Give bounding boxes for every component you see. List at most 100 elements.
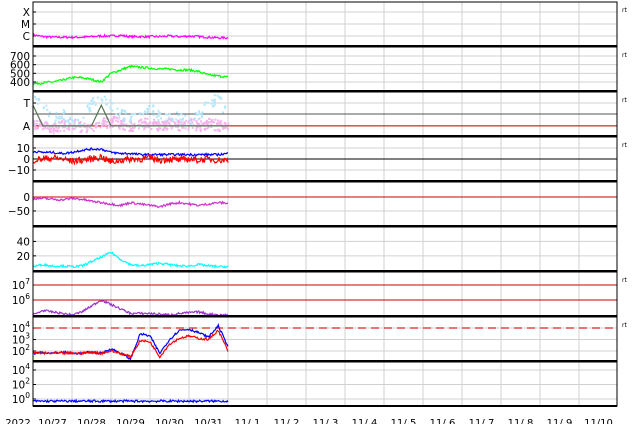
data-point bbox=[204, 127, 207, 130]
data-point bbox=[101, 122, 104, 125]
data-point bbox=[66, 127, 69, 130]
data-point bbox=[157, 118, 160, 121]
data-point bbox=[48, 128, 51, 131]
data-point bbox=[169, 118, 172, 121]
data-point bbox=[191, 121, 194, 124]
data-point bbox=[132, 113, 135, 116]
data-point bbox=[57, 120, 60, 123]
data-point bbox=[111, 109, 114, 112]
data-point bbox=[199, 120, 202, 123]
data-point bbox=[143, 125, 146, 128]
y-tick-label: M bbox=[21, 19, 30, 31]
data-point bbox=[105, 117, 108, 120]
data-point bbox=[210, 119, 213, 122]
data-point bbox=[123, 124, 126, 127]
data-point bbox=[201, 122, 204, 125]
data-point bbox=[60, 117, 63, 120]
data-point bbox=[62, 109, 65, 112]
data-point bbox=[43, 126, 46, 129]
data-point bbox=[157, 122, 160, 125]
data-point bbox=[187, 126, 190, 129]
data-point bbox=[44, 121, 47, 124]
data-point bbox=[103, 120, 106, 123]
data-point bbox=[165, 119, 168, 122]
data-point bbox=[63, 118, 66, 121]
data-point bbox=[128, 125, 131, 128]
data-point bbox=[53, 127, 56, 130]
x-tick-label: 11/ 8 bbox=[508, 418, 534, 424]
data-point bbox=[50, 127, 53, 130]
data-point bbox=[166, 113, 169, 116]
data-point bbox=[224, 106, 227, 109]
data-point bbox=[187, 121, 190, 124]
data-point bbox=[69, 118, 72, 121]
data-point bbox=[166, 119, 169, 122]
data-point bbox=[90, 99, 93, 102]
data-point bbox=[38, 97, 41, 100]
data-point bbox=[105, 98, 108, 101]
x-tick-label: 10/30 bbox=[155, 418, 184, 424]
panel-frame bbox=[32, 181, 618, 227]
data-point bbox=[92, 129, 95, 132]
data-point bbox=[68, 122, 71, 125]
data-point bbox=[148, 123, 151, 126]
data-point bbox=[102, 123, 105, 126]
data-point bbox=[183, 123, 186, 126]
data-point bbox=[111, 124, 114, 127]
data-point bbox=[191, 126, 194, 129]
data-point bbox=[146, 107, 149, 110]
x-tick-label: 11/ 3 bbox=[313, 418, 339, 424]
data-point bbox=[176, 124, 179, 127]
data-point bbox=[170, 127, 173, 130]
data-point bbox=[86, 105, 89, 108]
data-point bbox=[46, 123, 49, 126]
data-point bbox=[157, 112, 160, 115]
data-point bbox=[151, 122, 154, 125]
series-line-1 bbox=[32, 196, 229, 209]
data-point bbox=[184, 114, 187, 117]
data-point bbox=[36, 127, 39, 130]
data-point bbox=[55, 126, 58, 129]
data-point bbox=[162, 127, 165, 130]
data-point bbox=[55, 130, 58, 133]
data-point bbox=[41, 128, 44, 131]
data-point bbox=[145, 122, 148, 125]
data-point bbox=[73, 122, 76, 125]
data-point bbox=[164, 122, 167, 125]
data-point bbox=[133, 123, 136, 126]
data-point bbox=[171, 118, 174, 121]
data-point bbox=[33, 122, 36, 125]
data-point bbox=[172, 120, 175, 123]
data-point bbox=[111, 125, 114, 128]
data-point bbox=[143, 128, 146, 131]
data-point bbox=[57, 117, 60, 120]
data-point bbox=[47, 127, 50, 130]
data-point bbox=[68, 128, 71, 131]
data-point bbox=[195, 122, 198, 125]
data-point bbox=[116, 116, 119, 119]
series-line-1 bbox=[32, 32, 229, 41]
data-point bbox=[179, 118, 182, 121]
data-point bbox=[174, 123, 177, 126]
data-point bbox=[215, 123, 218, 126]
data-point bbox=[129, 118, 132, 121]
data-point bbox=[81, 124, 84, 127]
data-point bbox=[123, 120, 126, 123]
data-point bbox=[128, 120, 131, 123]
data-point bbox=[211, 121, 214, 124]
data-point bbox=[156, 127, 159, 130]
data-point bbox=[148, 105, 151, 108]
data-point bbox=[199, 125, 202, 128]
data-point bbox=[123, 128, 126, 131]
x-tick-label: 11/ 6 bbox=[430, 418, 456, 424]
y-tick-label: 40 bbox=[17, 236, 30, 248]
data-point bbox=[201, 111, 204, 114]
data-point bbox=[144, 117, 147, 120]
data-point bbox=[170, 117, 173, 120]
data-point bbox=[88, 102, 91, 105]
data-point bbox=[90, 127, 93, 130]
y-tick-label: 10 bbox=[17, 143, 30, 155]
data-point bbox=[198, 112, 201, 115]
data-point bbox=[180, 121, 183, 124]
